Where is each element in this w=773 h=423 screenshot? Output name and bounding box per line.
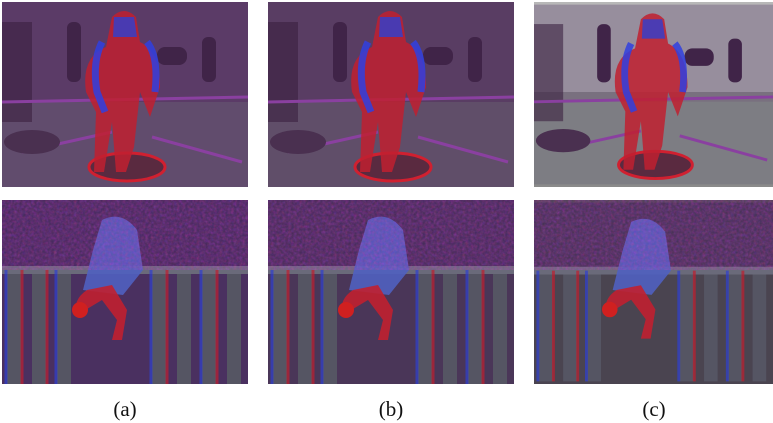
image-c-bottom [534,200,773,384]
page: (a) (b) (c) (() => { const data = JSON.p… [0,0,773,423]
image-b-bottom [268,200,514,384]
image-a-bottom [2,200,248,384]
image-c-top [534,2,773,187]
panel-caption: (a) [113,397,136,421]
image-b-top [268,2,514,187]
panel-caption: (c) [642,397,665,421]
panel-caption: (b) [379,397,404,421]
image-a-top [2,2,248,187]
figure: (a) (b) (c) [0,0,773,423]
